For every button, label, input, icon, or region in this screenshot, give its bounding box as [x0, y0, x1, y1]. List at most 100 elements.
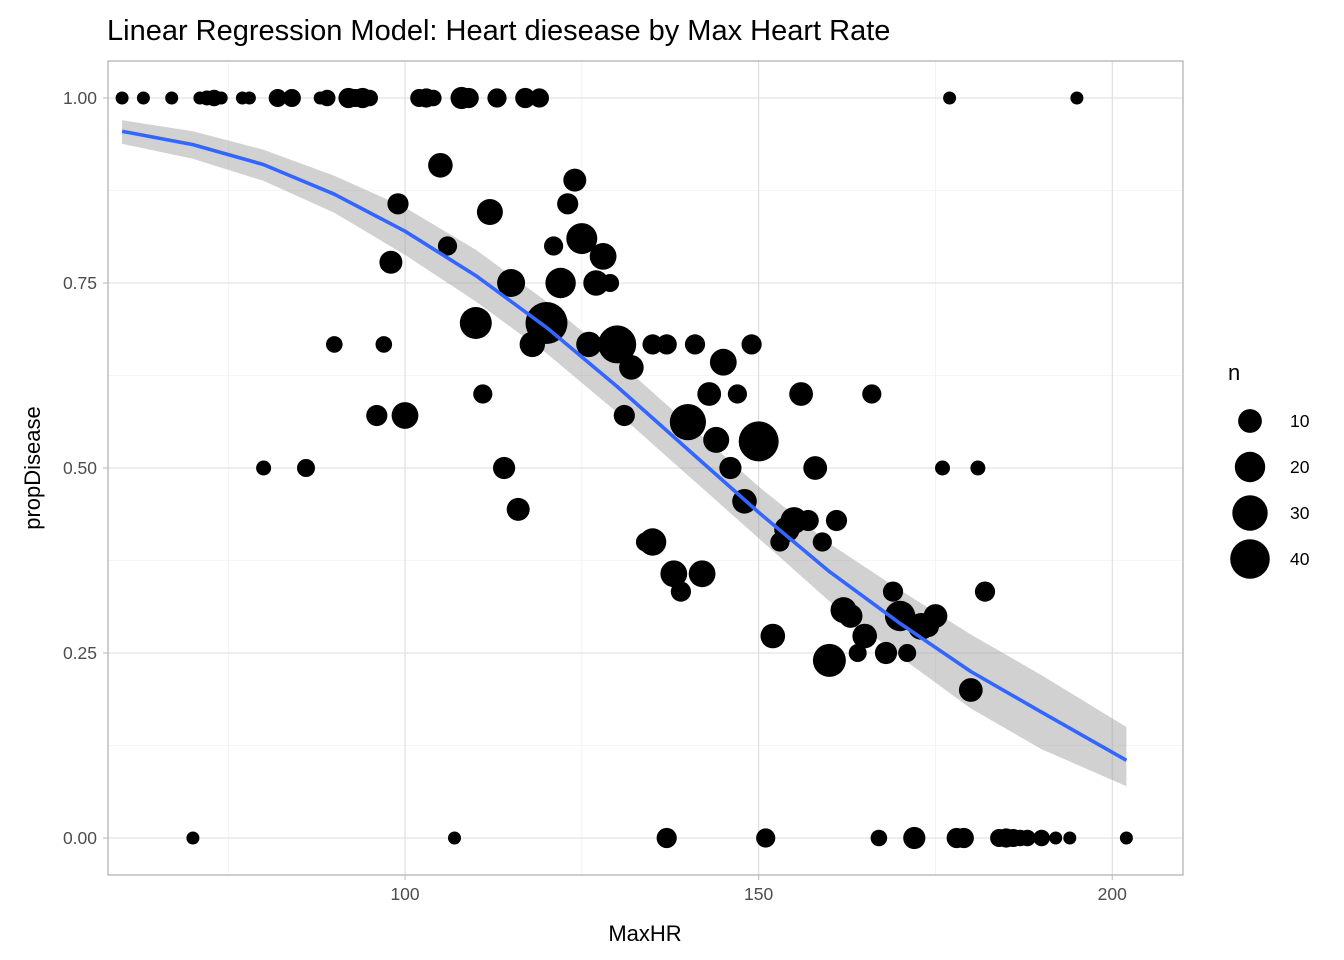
data-point [884, 600, 916, 632]
fit-line [121, 129, 1128, 762]
axis-ticks: 100 150 200 0.00 0.25 0.50 0.75 1.00 [63, 88, 1127, 904]
data-point [493, 456, 516, 480]
legend-label: 10 [1290, 411, 1310, 431]
data-point [812, 643, 846, 677]
data-point [165, 91, 179, 105]
data-point [601, 274, 620, 292]
data-point [506, 497, 530, 521]
data-point [529, 88, 550, 108]
data-point [943, 91, 957, 105]
legend-key [1238, 409, 1262, 433]
data-point [525, 302, 568, 344]
data-point [898, 644, 917, 662]
legend-key [1234, 451, 1266, 483]
fit-line-layer [121, 129, 1128, 762]
data-point [642, 334, 663, 355]
legend-label: 30 [1290, 503, 1310, 523]
data-point [214, 91, 228, 105]
data-point [1049, 831, 1063, 845]
data-point [760, 623, 786, 649]
data-point [576, 331, 602, 358]
data-point [375, 336, 393, 353]
data-point [566, 223, 598, 255]
y-tick-label: 0.00 [63, 828, 97, 848]
data-point [874, 641, 898, 665]
legend-key [1230, 539, 1270, 579]
data-point [848, 644, 867, 662]
data-point [703, 426, 730, 453]
data-point [242, 91, 256, 105]
y-axis-title: propDisease [20, 406, 45, 530]
data-point [428, 153, 453, 178]
data-point [688, 560, 716, 588]
data-point [583, 270, 609, 296]
data-point [473, 384, 493, 404]
data-point [256, 460, 272, 476]
data-point [326, 336, 343, 353]
data-point [852, 623, 877, 649]
data-point [812, 532, 832, 552]
legend-title: n [1228, 360, 1240, 385]
data-point [970, 460, 986, 476]
data-point [366, 404, 388, 427]
data-point [318, 89, 336, 107]
data-point [563, 168, 587, 192]
data-point [797, 509, 819, 532]
x-tick-label: 100 [390, 884, 419, 904]
data-point [789, 382, 813, 406]
data-point [741, 334, 762, 355]
data-point [669, 404, 707, 441]
data-point [598, 325, 637, 364]
data-point [282, 89, 301, 107]
data-point [684, 334, 706, 355]
data-point [1119, 831, 1133, 845]
data-point [719, 456, 742, 480]
data-point [697, 382, 722, 406]
data-point [487, 88, 507, 108]
data-point [459, 307, 492, 339]
data-point [838, 604, 863, 628]
data-point [619, 355, 644, 380]
data-point [136, 91, 150, 105]
data-point [515, 87, 536, 109]
data-point [660, 560, 688, 588]
data-point [903, 826, 926, 850]
data-point [448, 831, 461, 845]
data-point [545, 267, 576, 299]
grid [108, 61, 1183, 875]
y-tick-label: 0.75 [63, 273, 97, 293]
data-point [862, 384, 882, 404]
data-point [379, 250, 403, 274]
chart-title: Linear Regression Model: Heart diesease … [107, 15, 890, 47]
data-point [870, 829, 888, 847]
data-point [186, 831, 200, 845]
data-point [1033, 829, 1050, 847]
data-point [544, 236, 564, 256]
confidence-band [122, 120, 1127, 787]
legend-label: 40 [1290, 549, 1310, 569]
data-point [458, 87, 479, 109]
data-point [935, 460, 950, 476]
data-point [115, 91, 129, 105]
data-point [670, 581, 692, 602]
data-point [738, 421, 779, 462]
data-point [361, 89, 379, 107]
x-axis-title: MaxHR [608, 921, 681, 946]
data-point [882, 581, 904, 602]
data-point [638, 528, 667, 556]
legend-key [1232, 495, 1268, 531]
data-point [803, 456, 828, 480]
confidence-band-layer [122, 120, 1127, 787]
data-point [425, 89, 442, 107]
data-point [1070, 91, 1084, 105]
data-point [1063, 831, 1077, 845]
data-point [557, 193, 579, 215]
y-tick-label: 0.50 [63, 458, 97, 478]
data-point [656, 334, 677, 355]
legend-label: 20 [1290, 457, 1310, 477]
x-tick-label: 200 [1098, 884, 1127, 904]
data-point [656, 827, 677, 849]
data-point [958, 678, 983, 702]
data-point [437, 236, 458, 256]
